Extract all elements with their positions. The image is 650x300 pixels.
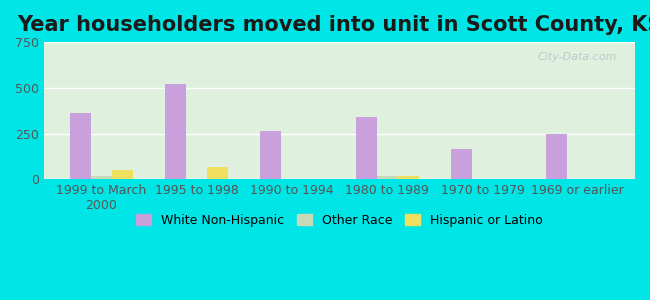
Title: Year householders moved into unit in Scott County, KS: Year householders moved into unit in Sco… — [17, 15, 650, 35]
Bar — [70, 113, 90, 179]
Bar — [165, 84, 186, 179]
Bar — [376, 176, 398, 179]
Bar — [90, 176, 112, 179]
Bar — [398, 176, 419, 179]
Bar — [260, 131, 281, 179]
Bar — [112, 170, 133, 179]
Legend: White Non-Hispanic, Other Race, Hispanic or Latino: White Non-Hispanic, Other Race, Hispanic… — [133, 210, 547, 231]
Bar — [207, 167, 228, 179]
Bar — [451, 149, 472, 179]
Bar — [356, 117, 376, 179]
Bar — [547, 134, 567, 179]
Text: City-Data.com: City-Data.com — [538, 52, 618, 62]
